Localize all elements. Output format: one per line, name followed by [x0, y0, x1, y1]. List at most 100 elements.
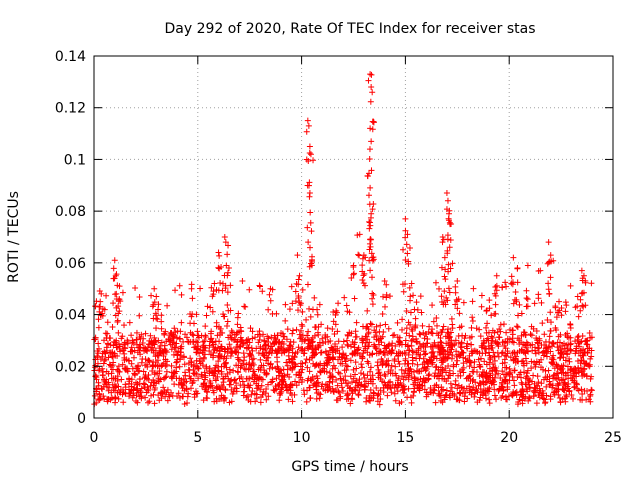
data-point — [115, 340, 122, 347]
data-point — [546, 290, 553, 297]
data-point — [210, 291, 217, 298]
data-point — [538, 380, 545, 387]
data-point — [383, 291, 390, 298]
data-point — [469, 368, 476, 375]
data-point — [501, 359, 508, 366]
data-point — [114, 389, 121, 396]
data-point — [359, 339, 366, 346]
data-point — [137, 335, 144, 342]
data-point — [222, 394, 229, 401]
data-point — [351, 344, 358, 351]
data-point — [441, 394, 448, 401]
data-point — [320, 340, 327, 347]
data-point — [329, 326, 336, 333]
data-point — [430, 386, 437, 393]
data-point — [189, 295, 196, 302]
data-point — [402, 355, 409, 362]
x-axis-ticks: 0 5 10 15 20 25 — [90, 56, 622, 446]
data-point — [448, 384, 455, 391]
data-point — [500, 321, 507, 328]
data-point — [422, 350, 429, 357]
data-point — [402, 337, 409, 344]
data-point — [540, 395, 547, 402]
data-point — [416, 330, 423, 337]
data-point — [248, 391, 255, 398]
data-point — [175, 390, 182, 397]
data-point — [400, 288, 407, 295]
data-point — [366, 225, 373, 232]
data-point — [231, 348, 238, 355]
data-point — [352, 371, 359, 378]
data-point — [506, 336, 513, 343]
data-point — [572, 348, 579, 355]
data-point — [209, 308, 216, 315]
data-point — [343, 362, 350, 369]
data-point — [332, 348, 339, 355]
data-point — [216, 265, 223, 272]
data-point — [379, 361, 386, 368]
data-point — [588, 386, 595, 393]
data-point — [553, 314, 560, 321]
data-point — [133, 336, 140, 343]
data-point — [398, 366, 405, 373]
data-point — [200, 355, 207, 362]
data-point — [445, 351, 452, 358]
data-point — [442, 365, 449, 372]
data-point — [343, 337, 350, 344]
data-point — [457, 372, 464, 379]
data-point — [378, 339, 385, 346]
data-point — [524, 296, 531, 303]
data-point — [350, 366, 357, 373]
data-point — [419, 322, 426, 329]
data-point — [142, 356, 149, 363]
data-point — [410, 381, 417, 388]
data-point — [181, 379, 188, 386]
data-point — [405, 376, 412, 383]
data-point — [530, 388, 537, 395]
data-point — [225, 307, 232, 314]
data-point — [395, 358, 402, 365]
data-point — [559, 386, 566, 393]
data-point — [142, 346, 149, 353]
y-tick-label: 0.12 — [55, 101, 86, 117]
data-point — [281, 349, 288, 356]
data-point — [439, 234, 446, 240]
data-point — [194, 332, 201, 339]
data-point — [267, 297, 274, 304]
data-point — [397, 379, 404, 386]
data-point — [283, 359, 290, 366]
data-point — [233, 388, 240, 395]
data-point — [181, 361, 188, 368]
data-point — [355, 251, 362, 258]
data-point — [297, 363, 304, 370]
data-point — [304, 387, 311, 394]
data-point — [362, 345, 369, 352]
data-point — [178, 291, 185, 298]
data-point — [365, 192, 372, 199]
data-point — [496, 385, 503, 392]
data-point — [359, 277, 366, 284]
data-point — [265, 350, 272, 357]
data-point — [567, 282, 574, 289]
data-point — [468, 389, 475, 396]
data-point — [255, 339, 262, 346]
data-point — [278, 345, 285, 352]
data-point — [206, 342, 213, 349]
data-point — [567, 347, 574, 354]
data-point — [284, 326, 291, 333]
data-point — [542, 338, 549, 345]
data-point — [367, 320, 374, 327]
data-point — [503, 283, 510, 290]
data-point — [564, 369, 571, 376]
data-point — [148, 292, 155, 299]
data-point — [396, 361, 403, 368]
data-point — [559, 365, 566, 372]
data-point — [171, 325, 178, 332]
data-point — [224, 318, 231, 325]
data-point — [547, 274, 554, 281]
data-point — [111, 257, 118, 264]
data-point — [401, 386, 408, 393]
data-point — [330, 388, 337, 395]
data-point — [221, 313, 228, 320]
data-point — [344, 341, 351, 348]
